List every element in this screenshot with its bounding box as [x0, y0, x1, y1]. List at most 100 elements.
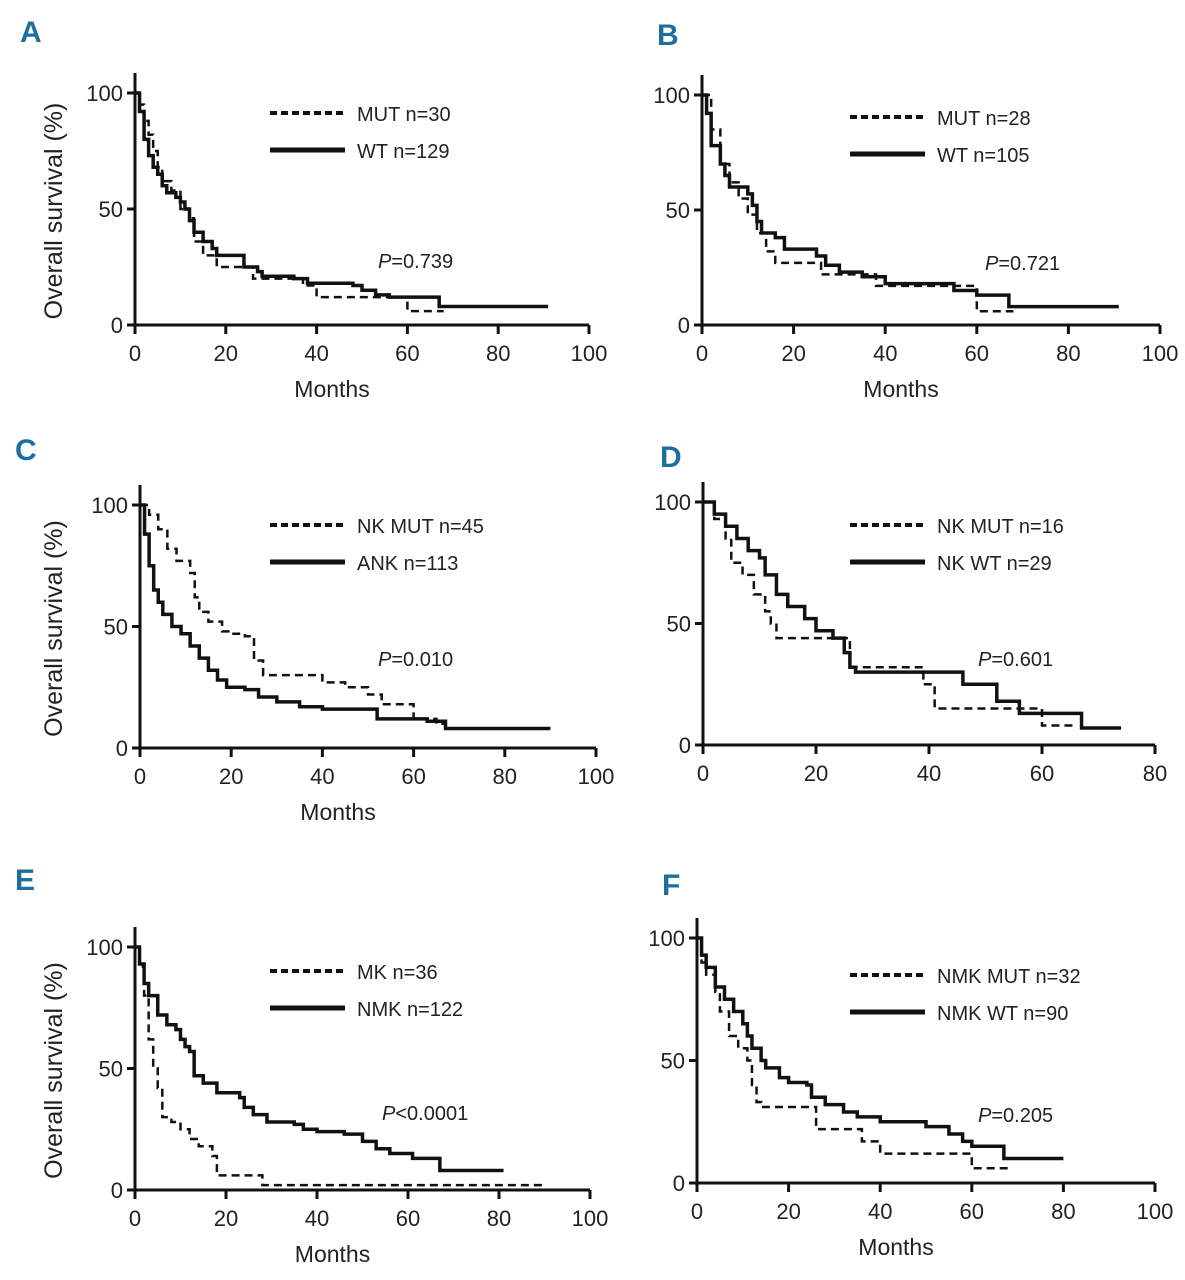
x-tick-label: 60 — [965, 341, 989, 366]
x-tick-label: 40 — [917, 761, 941, 786]
y-tick-label: 0 — [673, 1171, 685, 1196]
x-tick-label: 80 — [486, 341, 510, 366]
survival-curve-solid — [135, 91, 549, 309]
panel-letter: F — [662, 869, 680, 902]
x-tick-label: 60 — [960, 1199, 984, 1224]
x-tick-label: 0 — [697, 761, 709, 786]
survival-curve-solid — [140, 503, 551, 731]
x-tick-label: 40 — [873, 341, 897, 366]
x-tick-label: 40 — [310, 764, 334, 789]
panel-f: F 0 50 100 0 20 40 60 80 100 Months NMK MUT n=32 NMK… — [648, 869, 1173, 1260]
x-tick-label: 40 — [304, 341, 328, 366]
x-tick-label: 20 — [776, 1199, 800, 1224]
y-tick-label: 50 — [104, 615, 128, 640]
survival-curve-dashed — [703, 500, 1076, 727]
x-tick-label: 20 — [219, 764, 243, 789]
p-value: P<0.0001 — [382, 1103, 468, 1125]
panel-c: C 0 50 100 0 20 40 60 80 100 Months Overall surviva… — [15, 434, 614, 825]
x-tick-label: 20 — [804, 761, 828, 786]
panel-letter: B — [657, 19, 679, 52]
x-tick-label: 40 — [305, 1206, 329, 1231]
p-value-text: =0.010 — [391, 649, 453, 671]
p-value-prefix: P — [978, 1105, 992, 1127]
x-tick-label: 100 — [578, 764, 615, 789]
x-tick-label: 0 — [691, 1199, 703, 1224]
y-tick-label: 100 — [654, 490, 691, 515]
legend-label: NMK MUT n=32 — [937, 966, 1081, 988]
legend-label: NMK WT n=90 — [937, 1003, 1068, 1025]
survival-curve-solid — [702, 93, 1119, 309]
p-value: P=0.010 — [378, 649, 453, 671]
p-value-prefix: P — [978, 649, 992, 671]
legend-label: ANK n=113 — [357, 553, 458, 575]
p-value: P=0.721 — [985, 253, 1060, 275]
x-axis-label: Months — [295, 1241, 370, 1267]
y-tick-label: 50 — [661, 1049, 685, 1074]
y-tick-label: 100 — [91, 493, 128, 518]
p-value-text: <0.0001 — [395, 1103, 468, 1125]
y-tick-label: 0 — [679, 733, 691, 758]
legend-label: NK MUT n=16 — [937, 516, 1064, 538]
legend-label: NK MUT n=45 — [357, 516, 484, 538]
y-tick-label: 100 — [653, 83, 690, 108]
y-tick-label: 50 — [99, 1057, 123, 1082]
x-tick-label: 20 — [214, 1206, 238, 1231]
legend-label: WT n=129 — [357, 141, 449, 163]
p-value-prefix: P — [985, 253, 999, 275]
p-value-text: =0.205 — [991, 1105, 1053, 1127]
x-tick-label: 80 — [1143, 761, 1167, 786]
y-axis-label: Overall survival (%) — [40, 520, 68, 737]
legend-label: MUT n=28 — [937, 108, 1031, 130]
y-tick-label: 100 — [86, 81, 123, 106]
y-tick-label: 100 — [648, 926, 685, 951]
legend-label: NK WT n=29 — [937, 553, 1052, 575]
x-axis-label: Months — [294, 376, 369, 402]
y-tick-label: 0 — [111, 1178, 123, 1203]
legend-label: WT n=105 — [937, 145, 1029, 167]
x-tick-label: 20 — [214, 341, 238, 366]
x-tick-label: 60 — [396, 1206, 420, 1231]
survival-curve-solid — [697, 936, 1064, 1161]
x-axis-label: Months — [300, 799, 375, 825]
p-value-text: =0.601 — [991, 649, 1053, 671]
panel-letter: A — [20, 16, 42, 49]
y-tick-label: 100 — [86, 935, 123, 960]
y-tick-label: 0 — [116, 736, 128, 761]
legend-label: MK n=36 — [357, 962, 438, 984]
panel-b: B 0 50 100 0 20 40 60 80 100 Months MUT n=28 WT n=10… — [653, 19, 1178, 402]
y-tick-label: 0 — [678, 313, 690, 338]
p-value: P=0.205 — [978, 1105, 1053, 1127]
panel-letter: D — [660, 441, 682, 474]
p-value: P=0.601 — [978, 649, 1053, 671]
p-value: P=0.739 — [378, 251, 453, 273]
legend-label: NMK n=122 — [357, 999, 463, 1021]
y-axis-label: Overall survival (%) — [40, 962, 68, 1179]
x-tick-label: 20 — [781, 341, 805, 366]
y-tick-label: 50 — [99, 197, 123, 222]
y-tick-label: 0 — [111, 313, 123, 338]
survival-curve-solid — [703, 500, 1122, 730]
survival-curve-solid — [135, 945, 504, 1173]
panel-letter: C — [15, 434, 37, 467]
p-value-prefix: P — [378, 649, 392, 671]
x-tick-label: 40 — [868, 1199, 892, 1224]
x-tick-label: 100 — [572, 1206, 609, 1231]
x-tick-label: 80 — [493, 764, 517, 789]
y-axis-label: Overall survival (%) — [40, 103, 68, 320]
y-tick-label: 50 — [666, 198, 690, 223]
survival-curve-dashed — [140, 503, 469, 730]
p-value-text: =0.721 — [998, 253, 1060, 275]
x-tick-label: 60 — [401, 764, 425, 789]
x-tick-label: 80 — [1051, 1199, 1075, 1224]
p-value-prefix: P — [378, 251, 392, 273]
x-tick-label: 60 — [1030, 761, 1054, 786]
x-axis-label: Months — [863, 376, 938, 402]
x-tick-label: 100 — [1137, 1199, 1174, 1224]
x-axis-label: Months — [858, 1234, 933, 1260]
panel-letter: E — [15, 864, 35, 897]
x-tick-label: 100 — [1142, 341, 1179, 366]
x-tick-label: 0 — [134, 764, 146, 789]
legend-label: MUT n=30 — [357, 104, 451, 126]
survival-curve-dashed — [135, 945, 545, 1187]
